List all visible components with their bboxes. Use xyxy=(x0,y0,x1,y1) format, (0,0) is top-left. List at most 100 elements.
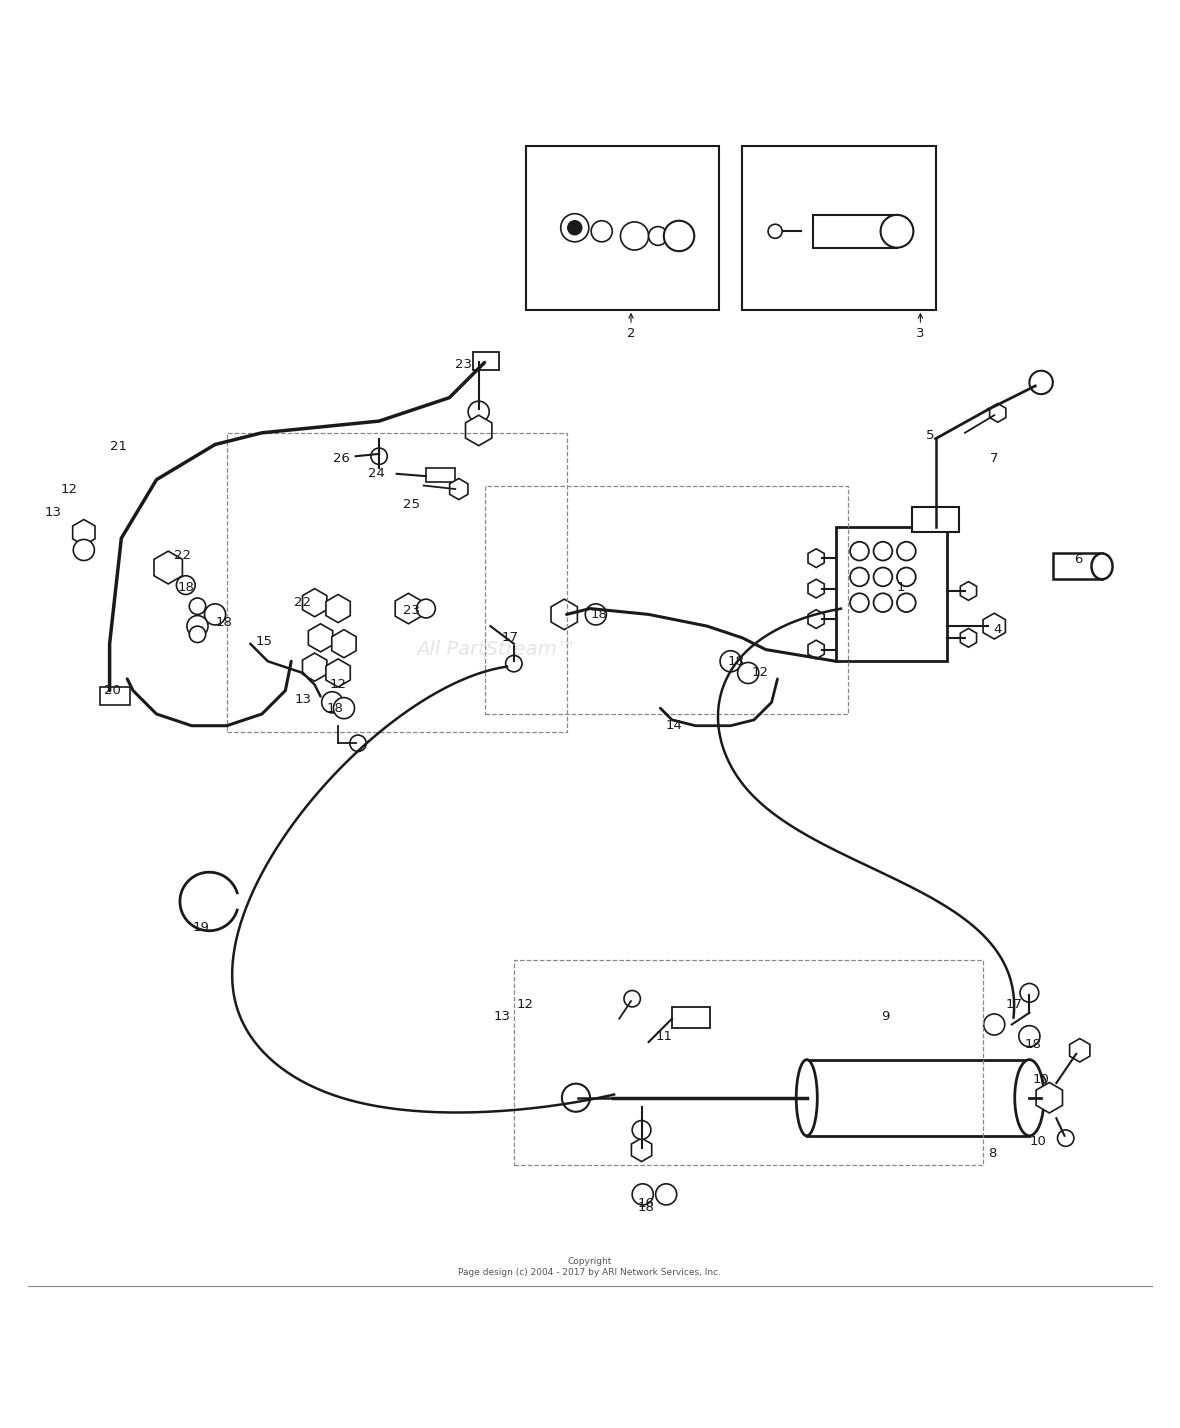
Circle shape xyxy=(850,567,868,587)
Circle shape xyxy=(189,625,205,643)
Ellipse shape xyxy=(796,1060,818,1135)
Circle shape xyxy=(560,214,589,241)
Circle shape xyxy=(176,575,195,594)
Text: 18: 18 xyxy=(177,581,195,594)
Text: 18: 18 xyxy=(216,615,232,630)
Text: 18: 18 xyxy=(326,701,343,714)
Text: 17: 17 xyxy=(1005,998,1023,1011)
Circle shape xyxy=(349,735,366,751)
Bar xyxy=(807,1060,1029,1135)
Text: All PartStream™: All PartStream™ xyxy=(417,640,576,660)
Circle shape xyxy=(664,221,694,251)
Text: Copyright
Page design (c) 2004 - 2017 by ARI Network Services, Inc.: Copyright Page design (c) 2004 - 2017 by… xyxy=(459,1257,721,1277)
Text: 10: 10 xyxy=(1029,1135,1045,1148)
Bar xyxy=(513,960,983,1165)
Circle shape xyxy=(334,698,354,718)
Text: 12: 12 xyxy=(60,483,77,496)
Text: 8: 8 xyxy=(988,1147,996,1160)
Text: 20: 20 xyxy=(104,684,120,697)
Text: 2: 2 xyxy=(627,327,635,340)
Bar xyxy=(673,1007,709,1028)
Bar xyxy=(1053,554,1102,580)
Bar xyxy=(473,351,499,370)
Circle shape xyxy=(873,541,892,561)
Circle shape xyxy=(656,1184,676,1205)
Text: 3: 3 xyxy=(916,327,925,340)
Circle shape xyxy=(720,651,741,671)
Text: 15: 15 xyxy=(256,635,273,648)
Circle shape xyxy=(897,567,916,587)
Text: 14: 14 xyxy=(666,720,683,733)
Text: 11: 11 xyxy=(655,1030,673,1042)
Text: 6: 6 xyxy=(1075,553,1083,565)
Text: 12: 12 xyxy=(517,998,535,1011)
Circle shape xyxy=(1020,984,1038,1002)
Circle shape xyxy=(371,448,387,464)
Circle shape xyxy=(1029,371,1053,394)
Text: 13: 13 xyxy=(45,506,61,518)
Text: 13: 13 xyxy=(493,1010,511,1022)
Text: 22: 22 xyxy=(173,550,191,563)
Text: 18: 18 xyxy=(638,1201,655,1214)
Text: 7: 7 xyxy=(990,453,998,466)
Circle shape xyxy=(632,1184,654,1205)
Text: 18: 18 xyxy=(1024,1038,1041,1051)
Circle shape xyxy=(738,663,759,684)
Circle shape xyxy=(649,227,668,246)
Text: 24: 24 xyxy=(368,467,385,480)
Circle shape xyxy=(873,593,892,613)
Ellipse shape xyxy=(1092,554,1113,580)
Text: 18: 18 xyxy=(591,608,608,621)
Text: 16: 16 xyxy=(638,1197,655,1211)
Circle shape xyxy=(322,691,342,713)
Circle shape xyxy=(1018,1025,1040,1047)
Bar xyxy=(813,214,897,247)
Text: 10: 10 xyxy=(1032,1072,1049,1087)
Circle shape xyxy=(186,615,208,637)
Circle shape xyxy=(568,221,582,234)
Text: 26: 26 xyxy=(333,453,350,466)
Bar xyxy=(912,507,959,533)
Bar xyxy=(837,527,948,661)
Text: 5: 5 xyxy=(925,428,935,441)
Text: 18: 18 xyxy=(728,655,745,668)
Circle shape xyxy=(1057,1130,1074,1147)
Circle shape xyxy=(850,593,868,613)
Text: 21: 21 xyxy=(111,440,127,453)
Circle shape xyxy=(468,401,490,423)
Text: 17: 17 xyxy=(502,631,519,644)
Text: 9: 9 xyxy=(881,1010,890,1022)
Circle shape xyxy=(624,991,641,1007)
Text: 23: 23 xyxy=(404,604,420,617)
Text: 1: 1 xyxy=(897,581,905,594)
Bar xyxy=(742,146,936,310)
Text: 12: 12 xyxy=(752,667,768,680)
Text: 13: 13 xyxy=(295,694,312,707)
Circle shape xyxy=(204,604,225,625)
Text: 25: 25 xyxy=(404,498,420,511)
Circle shape xyxy=(621,221,649,250)
Circle shape xyxy=(417,600,435,618)
Ellipse shape xyxy=(1015,1060,1044,1135)
Text: 23: 23 xyxy=(455,358,472,371)
Text: 19: 19 xyxy=(192,921,209,934)
Circle shape xyxy=(768,224,782,238)
Bar xyxy=(525,146,719,310)
Circle shape xyxy=(73,540,94,561)
Circle shape xyxy=(591,221,612,241)
Bar xyxy=(426,468,455,483)
Text: 22: 22 xyxy=(295,597,312,610)
Circle shape xyxy=(632,1121,651,1140)
Circle shape xyxy=(873,567,892,587)
Circle shape xyxy=(897,593,916,613)
Text: 4: 4 xyxy=(994,623,1002,635)
Circle shape xyxy=(585,604,607,625)
Circle shape xyxy=(880,214,913,247)
Bar xyxy=(100,687,130,704)
Circle shape xyxy=(506,655,522,671)
Circle shape xyxy=(984,1014,1004,1035)
Circle shape xyxy=(189,598,205,614)
Text: 12: 12 xyxy=(329,678,347,691)
Circle shape xyxy=(1024,1072,1045,1094)
Bar xyxy=(227,433,566,731)
